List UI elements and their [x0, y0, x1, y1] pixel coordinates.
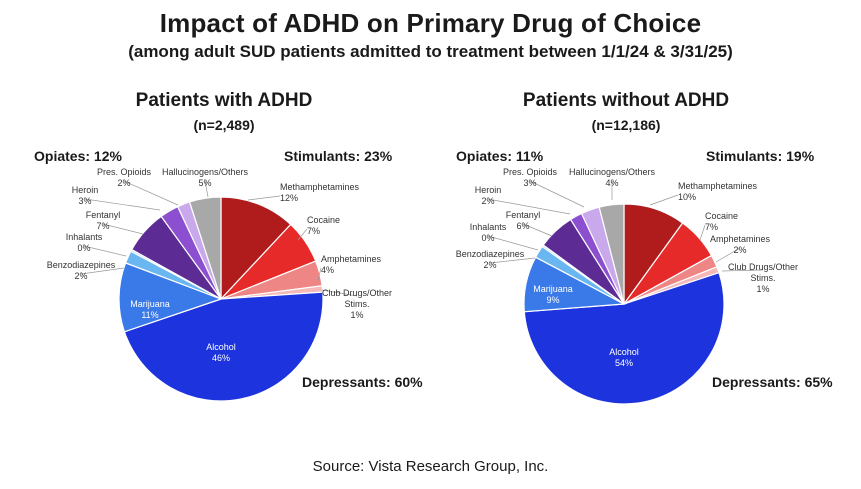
right-leader-amphetamines	[715, 247, 741, 263]
left-leader-amphetamines	[317, 267, 322, 281]
left-label-hallucinogens-others: Hallucinogens/Others 5%	[162, 167, 249, 188]
right-label-alcohol: Alcohol 54%	[609, 347, 639, 368]
right-slice-alcohol	[523, 271, 725, 405]
left-leader-pres-opioids	[123, 180, 179, 206]
right-panel-title: Patients without ADHD	[522, 90, 730, 111]
right-leader-methamphetamines	[649, 194, 679, 206]
chart-title: Impact of ADHD on Primary Drug of Choice	[159, 8, 702, 38]
left-label-benzodiazepines: Benzodiazepines 2%	[47, 260, 116, 281]
right-leader-heroin	[487, 198, 571, 215]
left-slice-hallucinogens-others	[188, 196, 222, 300]
right-label-methamphetamines: Methamphetamines 10%	[678, 181, 758, 202]
right-label-heroin: Heroin 2%	[475, 185, 502, 206]
right-label-pres-opioids: Pres. Opioids 3%	[503, 167, 558, 188]
right-stimulants-group: Stimulants: 19%	[706, 148, 815, 164]
right-label-amphetamines: Amphetamines 2%	[710, 234, 771, 255]
left-leader-benzodiazepines	[80, 267, 125, 275]
right-leader-club-drugs-other-stims	[721, 269, 764, 272]
left-label-heroin: Heroin 3%	[72, 185, 99, 206]
left-leader-club-drugs-other-stims	[321, 289, 358, 297]
source-note: Source: Vista Research Group, Inc.	[312, 458, 549, 475]
left-label-club-drugs-other-stims: Club Drugs/Other Stims. 1%	[322, 288, 392, 320]
left-leader-fentanyl	[102, 223, 144, 235]
left-stimulants-group: Stimulants: 23%	[284, 148, 393, 164]
left-leader-methamphetamines	[247, 195, 281, 201]
left-label-methamphetamines: Methamphetamines 12%	[280, 182, 360, 203]
right-leader-inhalants	[487, 235, 539, 251]
right-leader-pres-opioids	[529, 180, 585, 208]
right-leader-benzodiazepines	[489, 257, 536, 264]
left-depressants-group: Depressants: 60%	[302, 374, 423, 390]
chart-subtitle: (among adult SUD patients admitted to tr…	[128, 42, 733, 61]
left-leader-hallucinogens-others	[204, 180, 209, 198]
right-leader-fentanyl	[522, 223, 553, 237]
left-label-marijuana: Marijuana 11%	[130, 299, 170, 320]
right-label-marijuana: Marijuana 9%	[533, 284, 573, 305]
left-label-fentanyl: Fentanyl 7%	[86, 210, 121, 231]
left-opiates-group: Opiates: 12%	[34, 148, 122, 164]
right-label-inhalants: Inhalants 0%	[470, 222, 507, 243]
right-label-club-drugs-other-stims: Club Drugs/Other Stims. 1%	[728, 262, 798, 294]
right-label-cocaine: Cocaine 7%	[705, 211, 738, 232]
left-label-cocaine: Cocaine 7%	[307, 215, 340, 236]
left-leader-cocaine	[297, 228, 308, 241]
left-slice-alcohol	[123, 291, 324, 402]
left-panel-title: Patients with ADHD	[135, 90, 313, 111]
right-opiates-group: Opiates: 11%	[456, 148, 544, 164]
right-label-fentanyl: Fentanyl 6%	[506, 210, 541, 231]
left-slice-marijuana	[118, 262, 223, 333]
left-leader-heroin	[84, 198, 161, 211]
left-slice-methamphetamines	[220, 196, 292, 301]
left-panel-n: (n=2,489)	[193, 117, 255, 133]
right-depressants-group: Depressants: 65%	[712, 374, 833, 390]
left-leader-inhalants	[83, 245, 127, 257]
right-label-benzodiazepines: Benzodiazepines 2%	[456, 249, 525, 270]
left-label-pres-opioids: Pres. Opioids 2%	[97, 167, 152, 188]
right-label-hallucinogens-others: Hallucinogens/Others 4%	[569, 167, 656, 188]
left-label-alcohol: Alcohol 46%	[206, 342, 236, 363]
left-label-inhalants: Inhalants 0%	[66, 232, 103, 253]
right-slice-hallucinogens-others	[598, 203, 625, 305]
right-leader-cocaine	[699, 224, 706, 241]
right-panel-n: (n=12,186)	[591, 117, 661, 133]
left-label-amphetamines: Amphetamines 4%	[321, 254, 382, 275]
